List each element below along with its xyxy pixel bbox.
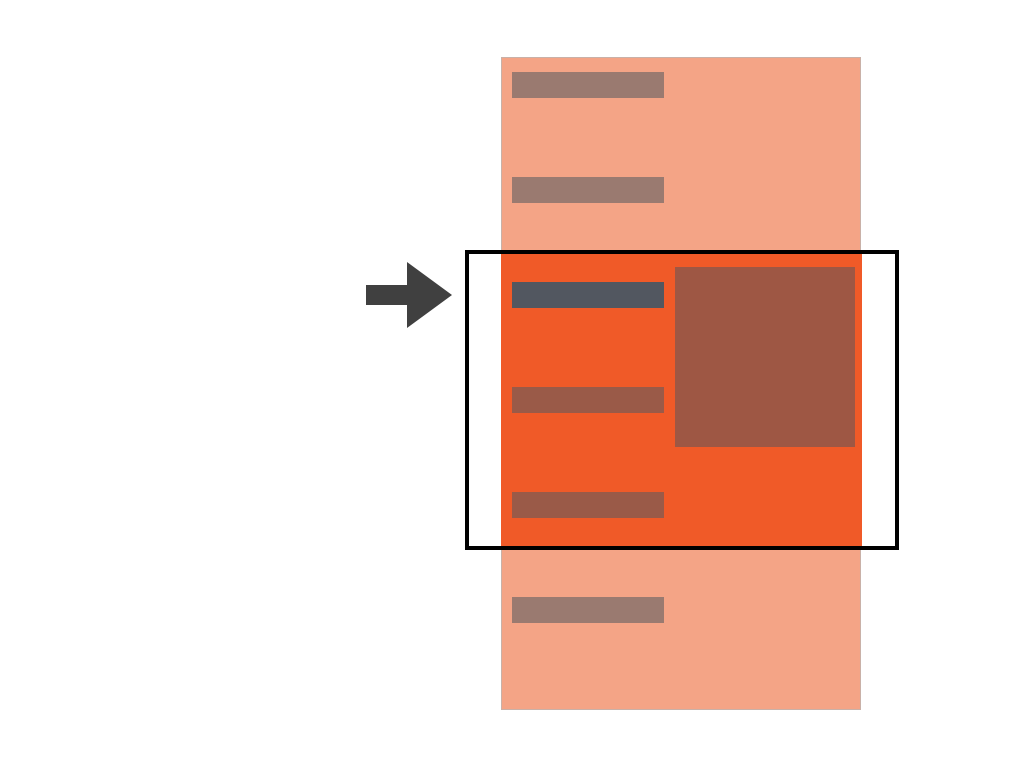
right-arrow-icon	[366, 262, 452, 328]
list-row-1	[512, 72, 664, 98]
list-row-3-selected	[512, 282, 664, 308]
detail-block	[675, 267, 855, 447]
list-row-5	[512, 492, 664, 518]
list-row-2	[512, 177, 664, 203]
focus-frame	[465, 250, 899, 550]
list-row-6	[512, 597, 664, 623]
list-row-4	[512, 387, 664, 413]
